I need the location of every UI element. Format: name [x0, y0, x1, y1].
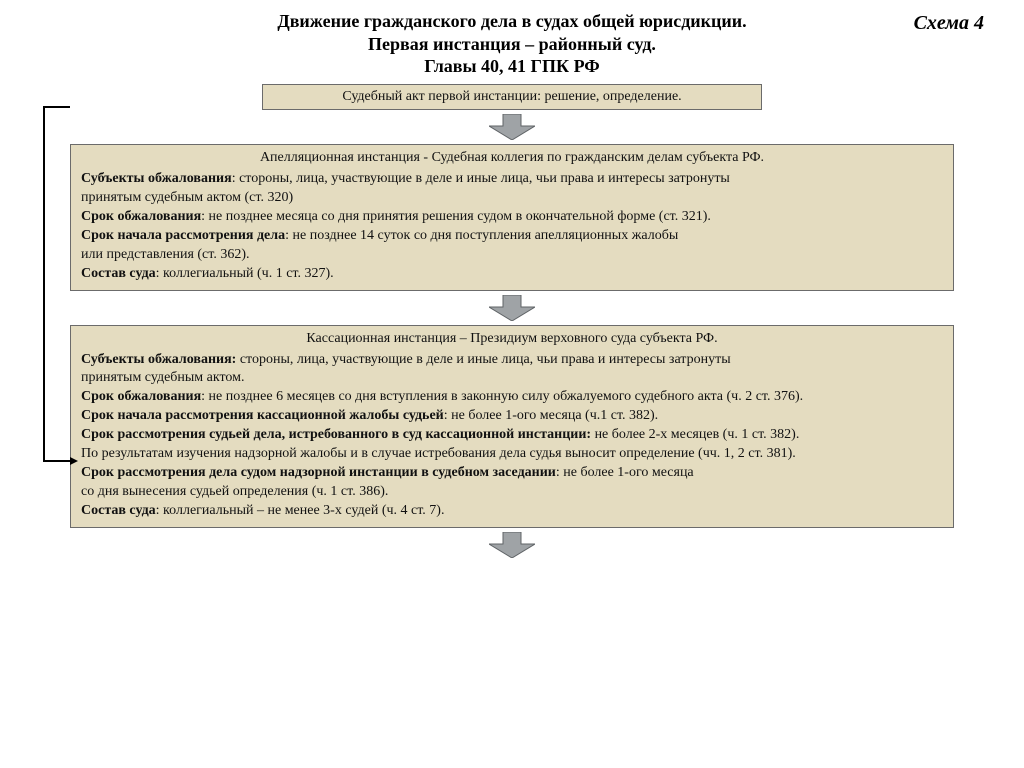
box2-title: Апелляционная инстанция - Судебная колле… — [81, 149, 943, 168]
box3-line6c: со дня вынесения судьей определения (ч. … — [81, 483, 943, 502]
box3-title: Кассационная инстанция – Президиум верхо… — [81, 330, 943, 349]
page-title: Движение гражданского дела в судах общей… — [0, 0, 1024, 78]
box-cassation: Кассационная инстанция – Президиум верхо… — [70, 325, 954, 528]
box3-line1c: принятым судебным актом. — [81, 369, 943, 388]
box3-line1: Субъекты обжалования: стороны, лица, уча… — [81, 351, 943, 370]
scheme-label: Схема 4 — [914, 12, 984, 35]
box-appeal: Апелляционная инстанция - Судебная колле… — [70, 144, 954, 290]
box3-line7: Состав суда: коллегиальный – не менее 3-… — [81, 502, 943, 521]
box3-line2: Срок обжалования: не позднее 6 месяцев с… — [81, 388, 943, 407]
box3-line3: Срок начала рассмотрения кассационной жа… — [81, 407, 943, 426]
box2-line4: Состав суда: коллегиальный (ч. 1 ст. 327… — [81, 265, 943, 284]
title-line2: Первая инстанция – районный суд. — [0, 33, 1024, 56]
box2-line1c: принятым судебным актом (ст. 320) — [81, 189, 943, 208]
box3-line5: По результатам изучения надзорной жалобы… — [81, 445, 943, 464]
box2-line3c: или представления (ст. 362). — [81, 246, 943, 265]
side-connector — [36, 106, 70, 466]
title-line1: Движение гражданского дела в судах общей… — [0, 10, 1024, 33]
title-line3: Главы 40, 41 ГПК РФ — [0, 55, 1024, 78]
box1-text: Судебный акт первой инстанции: решение, … — [342, 89, 681, 104]
box-first-instance: Судебный акт первой инстанции: решение, … — [262, 84, 762, 111]
arrow-1 — [489, 114, 535, 140]
box3-line4: Срок рассмотрения судьей дела, истребова… — [81, 426, 943, 445]
arrow-3 — [489, 532, 535, 558]
box2-line2: Срок обжалования: не позднее месяца со д… — [81, 208, 943, 227]
box2-line3: Срок начала рассмотрения дела: не поздне… — [81, 227, 943, 246]
box2-line1: Субъекты обжалования: стороны, лица, уча… — [81, 170, 943, 189]
arrow-2 — [489, 295, 535, 321]
box3-line6: Срок рассмотрения дела судом надзорной и… — [81, 464, 943, 483]
